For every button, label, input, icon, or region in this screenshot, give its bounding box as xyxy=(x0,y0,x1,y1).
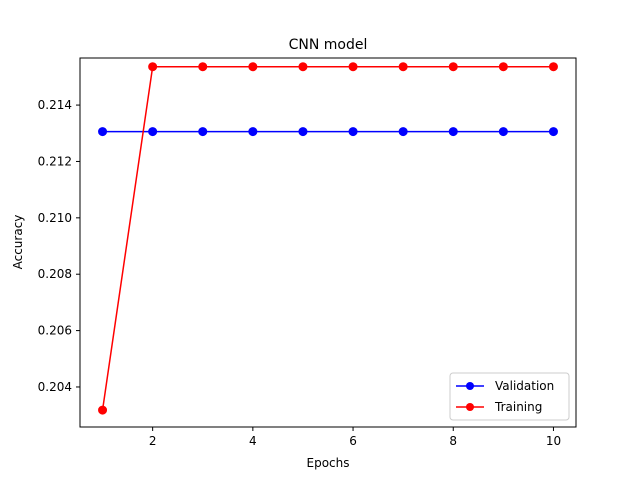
plot-area xyxy=(79,57,577,428)
legend: Validation Training xyxy=(449,372,570,421)
y-tick-label: 0.204 xyxy=(38,380,72,394)
data-point-training xyxy=(198,62,208,72)
data-point-training xyxy=(348,62,358,72)
x-axis-ticks: 2 4 6 8 10 xyxy=(149,427,561,448)
legend-box xyxy=(449,372,570,421)
data-point-validation xyxy=(148,127,158,137)
x-tick-label: 2 xyxy=(149,434,157,448)
x-tick-label: 10 xyxy=(546,434,561,448)
data-point-training xyxy=(298,62,308,72)
data-point-validation xyxy=(298,127,308,137)
chart-title: CNN model xyxy=(289,37,368,53)
data-point-validation xyxy=(398,127,408,137)
y-axis-ticks: 0.204 0.206 0.208 0.210 0.212 0.214 xyxy=(38,98,80,394)
legend-label: Training xyxy=(494,400,542,414)
x-tick-label: 4 xyxy=(249,434,257,448)
data-point-validation xyxy=(448,127,458,137)
legend-swatch-marker xyxy=(466,382,474,390)
plot-frame xyxy=(79,57,577,428)
series-training xyxy=(98,62,558,415)
y-tick-label: 0.212 xyxy=(38,154,72,168)
data-point-training xyxy=(448,62,458,72)
series-layer xyxy=(98,62,558,415)
data-point-training xyxy=(548,62,558,72)
series-validation xyxy=(98,127,558,137)
data-point-validation xyxy=(248,127,258,137)
x-tick-label: 8 xyxy=(449,434,457,448)
data-point-validation xyxy=(198,127,208,137)
data-point-training xyxy=(98,405,108,415)
legend-item-training: Training xyxy=(456,400,542,414)
data-point-training xyxy=(148,62,158,72)
data-point-validation xyxy=(498,127,508,137)
data-point-training xyxy=(398,62,408,72)
data-point-training xyxy=(248,62,258,72)
x-axis-label: Epochs xyxy=(307,456,350,470)
y-tick-label: 0.210 xyxy=(38,211,72,225)
legend-label: Validation xyxy=(495,379,554,393)
data-point-training xyxy=(498,62,508,72)
y-tick-label: 0.208 xyxy=(38,267,72,281)
y-tick-label: 0.214 xyxy=(38,98,72,112)
y-axis-label: Accuracy xyxy=(11,215,25,270)
series-line-training xyxy=(101,65,554,411)
data-point-validation xyxy=(348,127,358,137)
data-point-validation xyxy=(548,127,558,137)
data-point-validation xyxy=(98,127,108,137)
legend-item-validation: Validation xyxy=(456,379,554,393)
y-tick-label: 0.206 xyxy=(38,324,72,338)
legend-swatch-marker xyxy=(466,403,474,411)
x-tick-label: 6 xyxy=(349,434,357,448)
